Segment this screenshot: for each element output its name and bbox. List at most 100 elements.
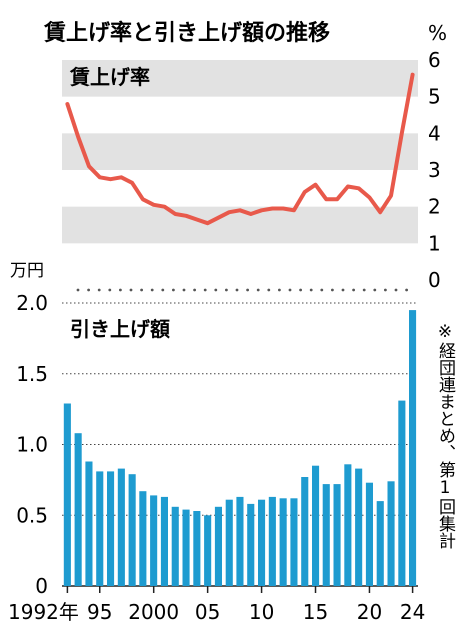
bar-2022 xyxy=(387,481,395,586)
bar-2015 xyxy=(312,465,320,586)
top-panel-bands xyxy=(62,60,418,244)
separator-dot xyxy=(235,288,239,292)
bar-2012 xyxy=(279,498,287,586)
separator-dot xyxy=(119,288,122,292)
wage-rate-line xyxy=(65,72,415,226)
top-ytick-label: 2 xyxy=(428,195,441,219)
panel-separator-dots xyxy=(76,288,408,292)
separator-dot xyxy=(87,288,90,292)
top-ytick-label: 5 xyxy=(428,85,441,109)
separator-dot xyxy=(193,288,197,292)
top-ytick-label: 0 xyxy=(428,268,441,292)
separator-dot xyxy=(172,288,175,292)
bar-2013 xyxy=(290,498,298,586)
separator-dot xyxy=(256,288,260,292)
bar-2014 xyxy=(301,477,309,586)
separator-dot xyxy=(309,288,313,292)
separator-dot xyxy=(97,288,101,292)
top-unit-label: % xyxy=(428,21,447,45)
bar-2001 xyxy=(160,496,168,586)
bar-2000 xyxy=(150,495,158,586)
chart-text: 賃上げ率と引き上げ額の推移 % 賃上げ率 万円 引き上げ額 ※経団連まとめ、第1… xyxy=(10,20,456,549)
xtick-label: 20 xyxy=(357,600,382,624)
separator-dot xyxy=(140,288,144,292)
bar-1997 xyxy=(117,468,125,586)
bar-2018 xyxy=(344,464,352,586)
separator-dot xyxy=(108,288,112,292)
separator-dot xyxy=(384,288,387,292)
xtick-label: 24 xyxy=(400,600,425,624)
bar-2005 xyxy=(204,515,212,587)
separator-dot xyxy=(76,288,80,292)
grey-band-1 xyxy=(62,133,418,170)
top-ytick-label: 4 xyxy=(428,121,441,145)
bar-2002 xyxy=(171,506,179,586)
bar-series xyxy=(63,310,417,587)
bar-2023 xyxy=(398,400,406,586)
xtick-label: 2000 xyxy=(128,600,179,624)
bar-1996 xyxy=(107,471,115,586)
top-ytick-label: 6 xyxy=(428,48,441,72)
bar-1993 xyxy=(74,433,82,586)
top-ytick-label: 1 xyxy=(428,231,441,255)
separator-dot xyxy=(225,288,228,292)
bottom-ytick-label: 1.0 xyxy=(16,433,48,457)
separator-dot xyxy=(352,288,355,292)
separator-dot xyxy=(405,288,408,292)
bar-2011 xyxy=(268,496,276,586)
bottom-ytick-label: 2.0 xyxy=(16,291,48,315)
bar-2009 xyxy=(247,503,255,586)
chart-title: 賃上げ率と引き上げ額の推移 xyxy=(43,20,330,46)
separator-dot xyxy=(267,288,271,292)
separator-dot xyxy=(362,288,366,292)
line-series xyxy=(65,72,415,226)
bar-1994 xyxy=(85,461,93,586)
bar-2019 xyxy=(355,468,363,586)
top-ytick-label: 3 xyxy=(428,158,441,182)
xtick-label: 15 xyxy=(303,600,328,624)
bottom-ytick-label: 1.5 xyxy=(16,362,48,386)
top-panel-label: 賃上げ率 xyxy=(69,65,150,89)
separator-dot xyxy=(214,288,218,292)
bottom-unit-label: 万円 xyxy=(10,261,44,281)
bottom-panel-label: 引き上げ額 xyxy=(70,317,170,341)
separator-dot xyxy=(182,288,186,292)
bar-2007 xyxy=(225,499,233,586)
separator-dot xyxy=(129,288,133,292)
separator-dot xyxy=(299,288,302,292)
xtick-label: 10 xyxy=(249,600,274,624)
bar-2010 xyxy=(258,499,266,586)
bar-1992 xyxy=(63,403,71,586)
xtick-label: 1992年 xyxy=(8,600,79,624)
source-note: ※経団連まとめ、第1回集計 xyxy=(435,322,456,549)
bar-2016 xyxy=(322,484,330,586)
separator-dot xyxy=(341,288,345,292)
bottom-ytick-label: 0 xyxy=(35,574,48,598)
xtick-label: 05 xyxy=(195,600,220,624)
bar-2006 xyxy=(214,506,222,586)
separator-dot xyxy=(288,288,292,292)
bottom-ytick-label: 0.5 xyxy=(16,503,48,527)
grey-band-0 xyxy=(62,60,418,97)
bar-1998 xyxy=(128,474,136,586)
xtick-label: 95 xyxy=(87,600,112,624)
separator-dot xyxy=(246,288,250,292)
axis-ticks: 0 1 2 3 4 5 6 0 0.5 1.0 1.5 2.0 1992年 95 2000 05 10 15 20 2… xyxy=(8,48,441,624)
separator-dot xyxy=(150,288,154,292)
bar-2021 xyxy=(376,501,384,586)
separator-dot xyxy=(320,288,324,292)
separator-dot xyxy=(278,288,281,292)
grey-band-2 xyxy=(62,206,418,244)
separator-dot xyxy=(161,288,165,292)
bar-2017 xyxy=(333,484,341,586)
separator-dot xyxy=(373,288,377,292)
bar-1995 xyxy=(96,471,104,586)
bar-2004 xyxy=(193,511,201,586)
separator-dot xyxy=(203,288,207,292)
bar-2008 xyxy=(236,496,244,586)
bar-2024 xyxy=(409,310,417,586)
bar-2020 xyxy=(365,482,373,586)
separator-dot xyxy=(331,288,334,292)
separator-dot xyxy=(394,288,398,292)
